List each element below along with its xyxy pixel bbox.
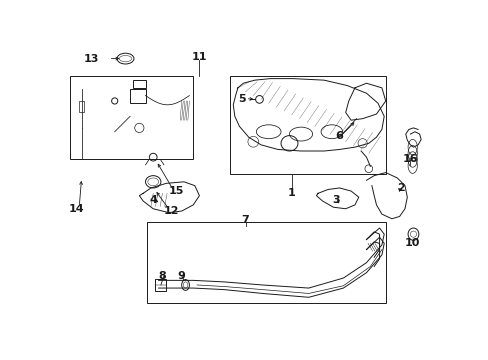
Text: 10: 10 bbox=[404, 238, 419, 248]
Bar bbox=[70, 76, 193, 159]
Text: 2: 2 bbox=[396, 183, 404, 193]
Text: 14: 14 bbox=[68, 204, 84, 214]
Text: 15: 15 bbox=[168, 186, 183, 196]
Text: 1: 1 bbox=[287, 188, 295, 198]
Bar bbox=[130, 89, 145, 103]
Text: 8: 8 bbox=[158, 271, 166, 281]
Text: 9: 9 bbox=[178, 271, 185, 281]
Text: 5: 5 bbox=[238, 94, 245, 104]
Text: 12: 12 bbox=[163, 206, 179, 216]
Text: 4: 4 bbox=[149, 194, 157, 204]
Bar bbox=[147, 222, 385, 303]
Bar bbox=[154, 279, 165, 291]
Text: 11: 11 bbox=[191, 52, 207, 62]
Text: 3: 3 bbox=[332, 195, 340, 205]
Text: 13: 13 bbox=[84, 54, 99, 64]
Text: 7: 7 bbox=[241, 215, 249, 225]
Bar bbox=[79, 101, 84, 112]
Bar bbox=[230, 76, 385, 174]
Text: 6: 6 bbox=[335, 131, 343, 141]
Text: 16: 16 bbox=[402, 154, 417, 164]
Bar bbox=[133, 80, 145, 88]
